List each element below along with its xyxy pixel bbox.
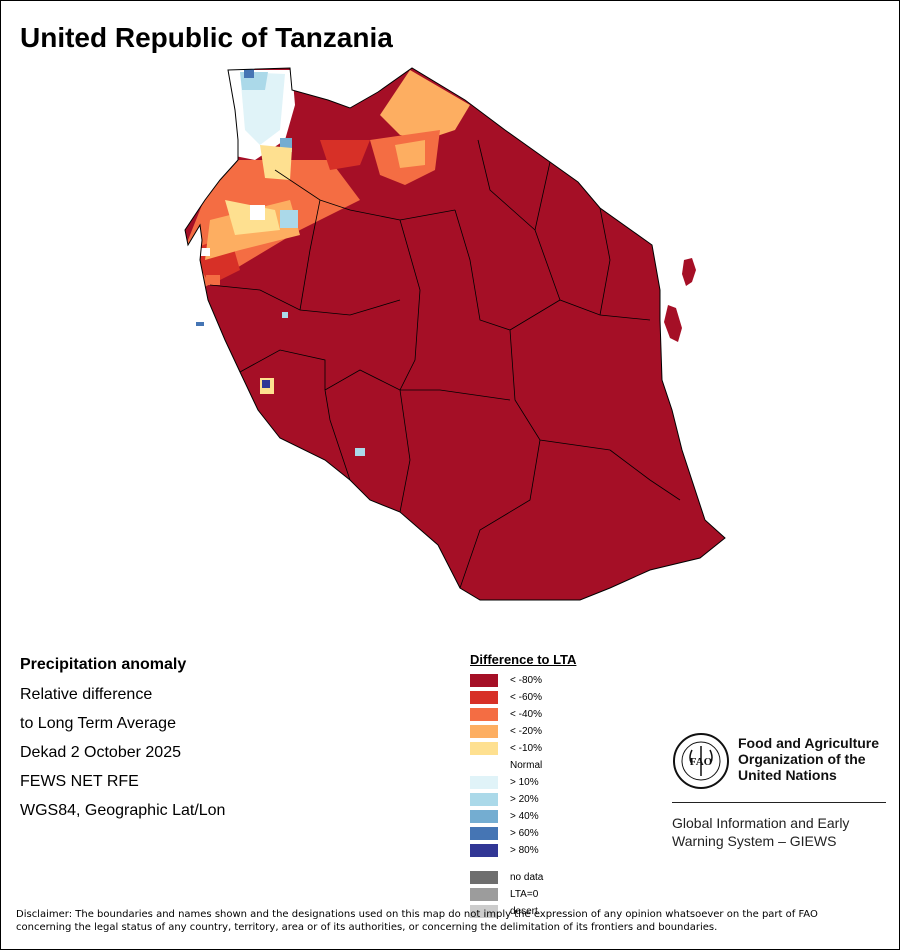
anomaly-dot-2 xyxy=(262,380,270,388)
legend-swatch xyxy=(470,905,498,918)
fao-logo-letters: FAO xyxy=(690,756,713,768)
fao-org-line-2: Organization of the xyxy=(738,751,866,767)
legend-swatch xyxy=(470,691,498,704)
legend-item: > 10% xyxy=(470,774,576,791)
anomaly-patches xyxy=(185,68,470,290)
anomaly-dot-3 xyxy=(355,448,365,456)
legend-label: no data xyxy=(510,872,544,883)
legend-label: Normal xyxy=(510,760,543,771)
fao-branding: FAO Food and Agriculture Organization of… xyxy=(672,732,892,852)
legend-item-normal: Normal xyxy=(470,757,576,774)
pemba-island xyxy=(682,258,696,286)
legend-label: < -20% xyxy=(510,726,542,737)
map-info-panel: Precipitation anomaly Relative differenc… xyxy=(20,656,225,831)
legend-label: < -60% xyxy=(510,692,542,703)
anomaly-map xyxy=(184,67,726,601)
fao-org-line-3: United Nations xyxy=(738,767,837,783)
legend-title: Difference to LTA xyxy=(470,652,577,667)
region-boundaries xyxy=(184,67,726,601)
legend-label: < -80% xyxy=(510,675,542,686)
fao-org-line-1: Food and Agriculture xyxy=(738,735,880,751)
legend-swatch xyxy=(470,776,498,789)
disclaimer-line-1: Disclaimer: The boundaries and names sho… xyxy=(16,909,818,920)
disclaimer-line-2: concerning the legal status of any count… xyxy=(16,922,718,933)
legend-label: desert xyxy=(510,906,538,917)
legend-extra-item: LTA=0 xyxy=(470,886,576,903)
legend-extra-item: no data xyxy=(470,869,576,886)
anomaly-dot-5 xyxy=(196,322,204,326)
info-heading: Precipitation anomaly xyxy=(20,656,187,673)
legend-swatch xyxy=(470,742,498,755)
legend-swatch xyxy=(470,810,498,823)
legend-item: < -60% xyxy=(470,689,576,706)
legend-label: > 40% xyxy=(510,811,539,822)
info-line-1: Relative difference xyxy=(20,686,153,703)
legend-swatch xyxy=(470,827,498,840)
legend-label: < -40% xyxy=(510,709,542,720)
fao-divider xyxy=(672,802,886,803)
map-title: United Republic of Tanzania xyxy=(20,22,393,53)
info-line-2: to Long Term Average xyxy=(20,715,176,732)
zanzibar-island xyxy=(664,305,682,342)
legend-items: < -80% < -60% < -40% < -20% < -10% Normal > 10… xyxy=(470,672,576,859)
anomaly-dot-4 xyxy=(282,312,288,318)
legend-label: > 10% xyxy=(510,777,539,788)
legend-item: < -40% xyxy=(470,706,576,723)
legend-swatch xyxy=(470,844,498,857)
disclaimer: Disclaimer: The boundaries and names sho… xyxy=(16,908,886,934)
legend-item: > 80% xyxy=(470,842,576,859)
legend-label: > 60% xyxy=(510,828,539,839)
legend-item: < -80% xyxy=(470,672,576,689)
legend-swatch xyxy=(470,871,498,884)
legend: Difference to LTA < -80% < -60% < -40% < -2… xyxy=(470,652,576,920)
legend-swatch xyxy=(470,888,498,901)
legend-label: LTA=0 xyxy=(510,889,539,900)
info-line-5: WGS84, Geographic Lat/Lon xyxy=(20,802,226,819)
giews-line-1: Global Information and Early xyxy=(672,815,850,831)
legend-extra-item: desert xyxy=(470,903,576,920)
fao-org-name: Food and Agriculture Organization of the… xyxy=(738,735,879,783)
legend-item: < -10% xyxy=(470,740,576,757)
legend-swatch xyxy=(470,793,498,806)
info-line-3: Dekad 2 October 2025 xyxy=(20,744,181,761)
legend-item: > 60% xyxy=(470,825,576,842)
legend-label: > 20% xyxy=(510,794,539,805)
legend-extra: no data LTA=0 desert xyxy=(470,869,576,920)
legend-item: < -20% xyxy=(470,723,576,740)
legend-item: > 20% xyxy=(470,791,576,808)
info-line-4: FEWS NET RFE xyxy=(20,773,139,790)
fao-logo-icon: FAO xyxy=(673,733,729,789)
legend-label: < -10% xyxy=(510,743,542,754)
legend-swatch xyxy=(470,725,498,738)
legend-item: > 40% xyxy=(470,808,576,825)
giews-name: Global Information and Early Warning Sys… xyxy=(672,814,849,850)
giews-line-2: Warning System – GIEWS xyxy=(672,833,837,849)
legend-swatch xyxy=(470,708,498,721)
legend-swatch xyxy=(470,674,498,687)
legend-label: > 80% xyxy=(510,845,539,856)
